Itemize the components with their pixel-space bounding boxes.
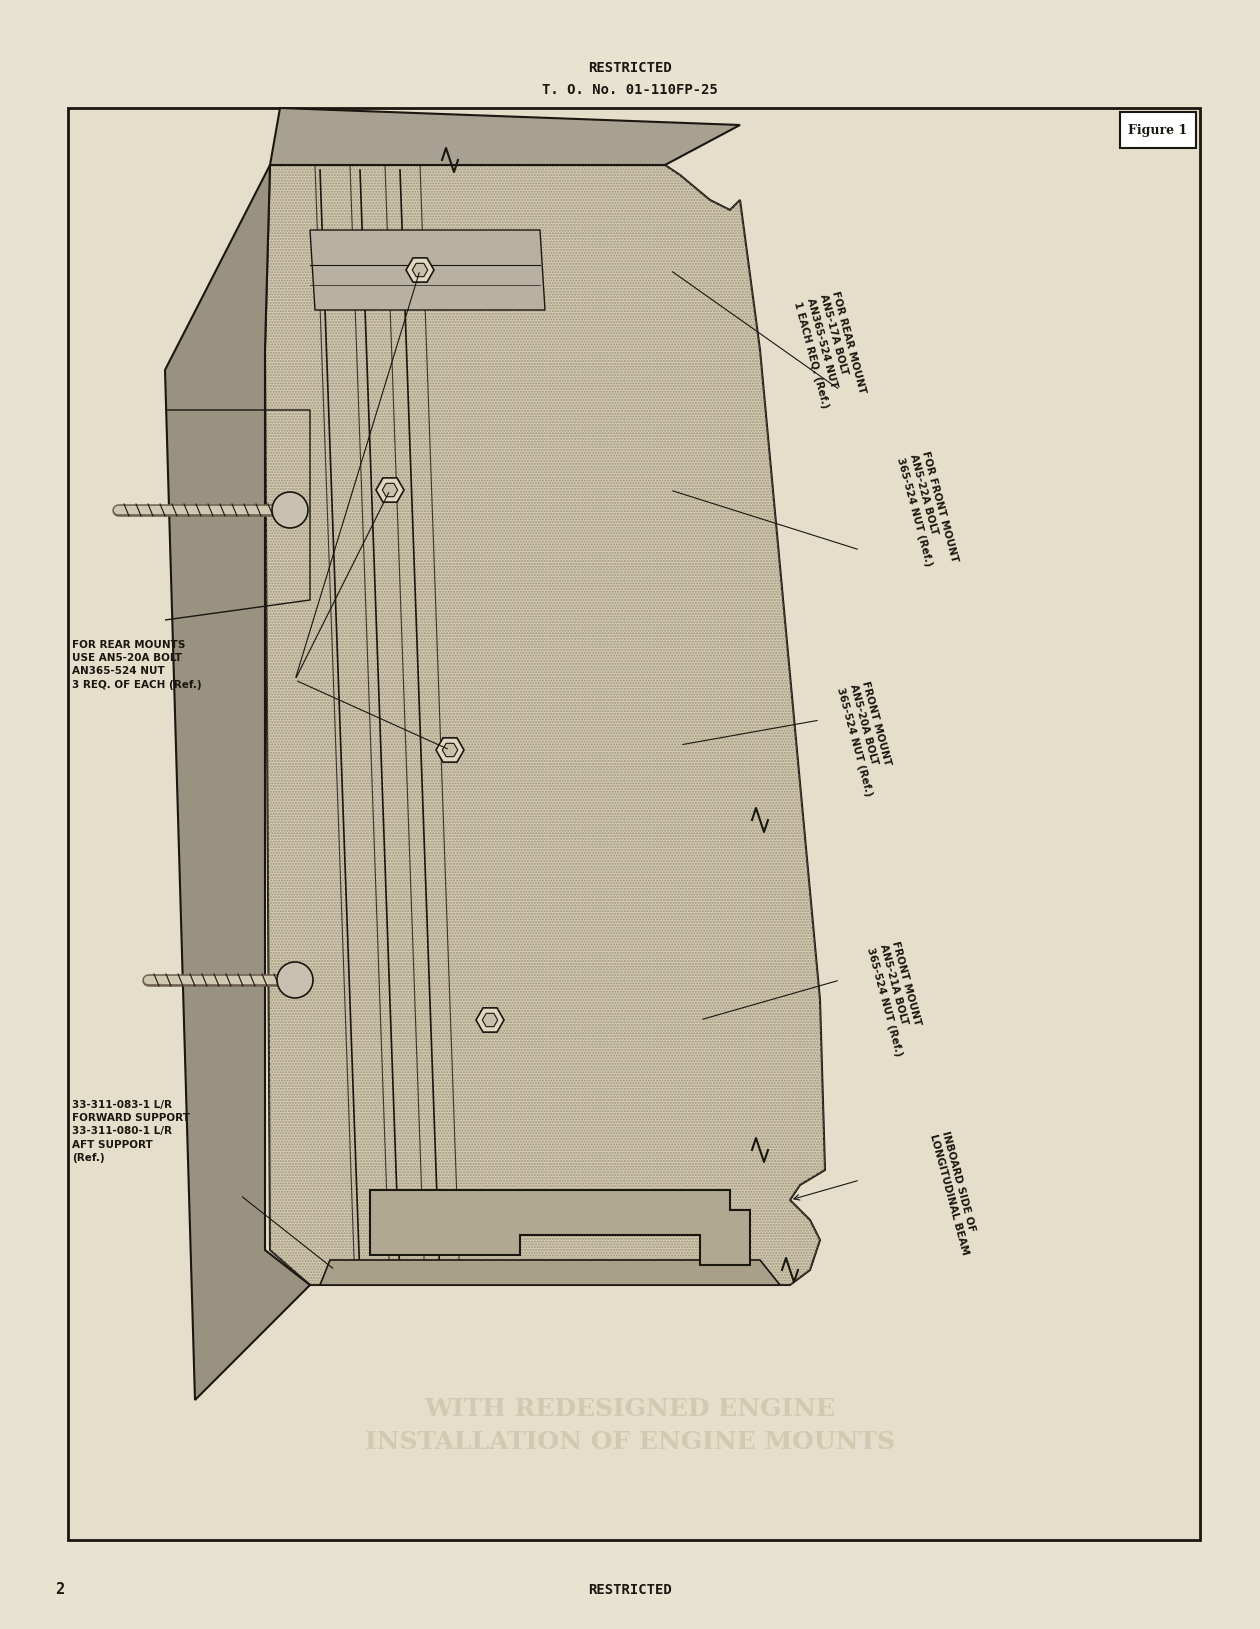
Polygon shape — [412, 264, 427, 277]
Polygon shape — [270, 108, 740, 165]
Bar — [1120, 112, 1196, 148]
Bar — [68, 108, 1200, 1539]
Polygon shape — [476, 1008, 504, 1033]
Polygon shape — [370, 1191, 750, 1266]
Text: Figure 1: Figure 1 — [1129, 124, 1188, 137]
Text: WITH REDESIGNED ENGINE: WITH REDESIGNED ENGINE — [425, 1398, 835, 1420]
Polygon shape — [483, 1013, 498, 1026]
Text: FRONT MOUNT
AN5-20A BOLT
365-524 NUT (Ref.): FRONT MOUNT AN5-20A BOLT 365-524 NUT (Re… — [835, 679, 900, 798]
Circle shape — [272, 492, 307, 528]
Polygon shape — [320, 1259, 780, 1285]
Text: 2: 2 — [55, 1582, 64, 1598]
Polygon shape — [375, 477, 404, 502]
Polygon shape — [310, 230, 546, 310]
Polygon shape — [382, 484, 398, 497]
Polygon shape — [436, 738, 464, 762]
Text: T. O. No. 01-110FP-25: T. O. No. 01-110FP-25 — [542, 83, 718, 98]
Text: FOR FRONT MOUNT
AN5-22A BOLT
365-524 NUT (Ref.): FOR FRONT MOUNT AN5-22A BOLT 365-524 NUT… — [895, 450, 960, 570]
Polygon shape — [406, 257, 433, 282]
Polygon shape — [165, 165, 310, 1399]
Text: FRONT MOUNT
AN5-21A BOLT
365-524 NUT (Ref.): FRONT MOUNT AN5-21A BOLT 365-524 NUT (Re… — [864, 940, 929, 1057]
Text: FOR REAR MOUNTS
USE AN5-20A BOLT
AN365-524 NUT
3 REQ. OF EACH (Ref.): FOR REAR MOUNTS USE AN5-20A BOLT AN365-5… — [72, 640, 202, 689]
Text: FOR REAR MOUNT
AN5-17A BOLT
AN365-524 NUT
1 EACH REQ. (Ref.): FOR REAR MOUNT AN5-17A BOLT AN365-524 NU… — [793, 290, 868, 409]
Polygon shape — [265, 148, 825, 1285]
Text: INSTALLATION OF ENGINE MOUNTS: INSTALLATION OF ENGINE MOUNTS — [365, 1430, 895, 1453]
Text: RESTRICTED: RESTRICTED — [588, 60, 672, 75]
Text: RESTRICTED: RESTRICTED — [588, 1583, 672, 1596]
Text: INBOARD SIDE OF
LONGITUDINAL BEAM: INBOARD SIDE OF LONGITUDINAL BEAM — [927, 1131, 983, 1256]
Circle shape — [277, 963, 312, 999]
Text: 33-311-083-1 L/R
FORWARD SUPPORT
33-311-080-1 L/R
AFT SUPPORT
(Ref.): 33-311-083-1 L/R FORWARD SUPPORT 33-311-… — [72, 1100, 190, 1163]
Polygon shape — [442, 743, 457, 756]
